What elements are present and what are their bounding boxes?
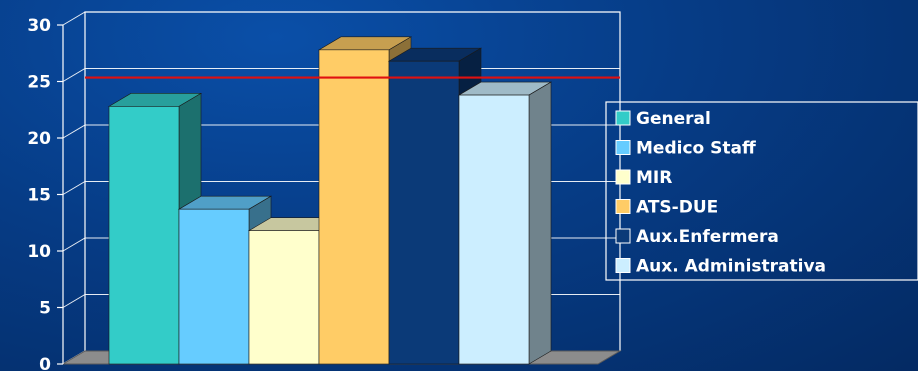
- legend-label: MIR: [636, 168, 672, 188]
- bar-layer: [107, 36, 553, 365]
- y-tick-label: 0: [39, 355, 51, 371]
- legend: General Medico Staff MIR ATS-DUE Aux.Enferme…: [605, 101, 918, 281]
- legend-item: Aux. Administrativa: [615, 257, 826, 277]
- y-tick-label: 25: [27, 73, 51, 93]
- legend-item: Aux.Enfermera: [615, 227, 779, 247]
- legend-swatch: [615, 199, 631, 214]
- y-tick-label: 20: [27, 129, 51, 149]
- y-tick-label: 15: [27, 186, 51, 206]
- y-tick-label: 10: [27, 242, 51, 262]
- bar-front: [458, 94, 530, 365]
- y-tick-label: 30: [27, 16, 51, 36]
- axis-layer: 0 5 10 15 20 25 30: [27, 16, 64, 371]
- bar-front: [178, 208, 250, 365]
- legend-label: Aux. Administrativa: [636, 257, 826, 277]
- legend-swatch: [615, 110, 631, 126]
- bar-front: [108, 106, 180, 365]
- legend-swatch: [615, 169, 631, 185]
- legend-swatch: [615, 140, 631, 155]
- legend-item: General: [615, 109, 711, 129]
- legend-swatch: [615, 228, 631, 244]
- legend-label: General: [636, 109, 711, 129]
- legend-swatch: [615, 258, 631, 273]
- legend-box: [605, 101, 918, 281]
- legend-label: Medico Staff: [636, 139, 756, 159]
- legend-item: Medico Staff: [615, 139, 756, 159]
- legend-item: ATS-DUE: [615, 198, 718, 218]
- bar-aux-administrativa: [457, 81, 553, 365]
- bar-front: [388, 60, 460, 365]
- legend-item: MIR: [615, 168, 672, 188]
- bar-front: [248, 230, 320, 365]
- legend-label: Aux.Enfermera: [636, 227, 779, 247]
- y-tick-label: 5: [39, 299, 51, 319]
- legend-label: ATS-DUE: [636, 198, 718, 218]
- bar-front: [318, 49, 390, 365]
- gridline: [62, 11, 620, 26]
- bar-side: [528, 81, 552, 365]
